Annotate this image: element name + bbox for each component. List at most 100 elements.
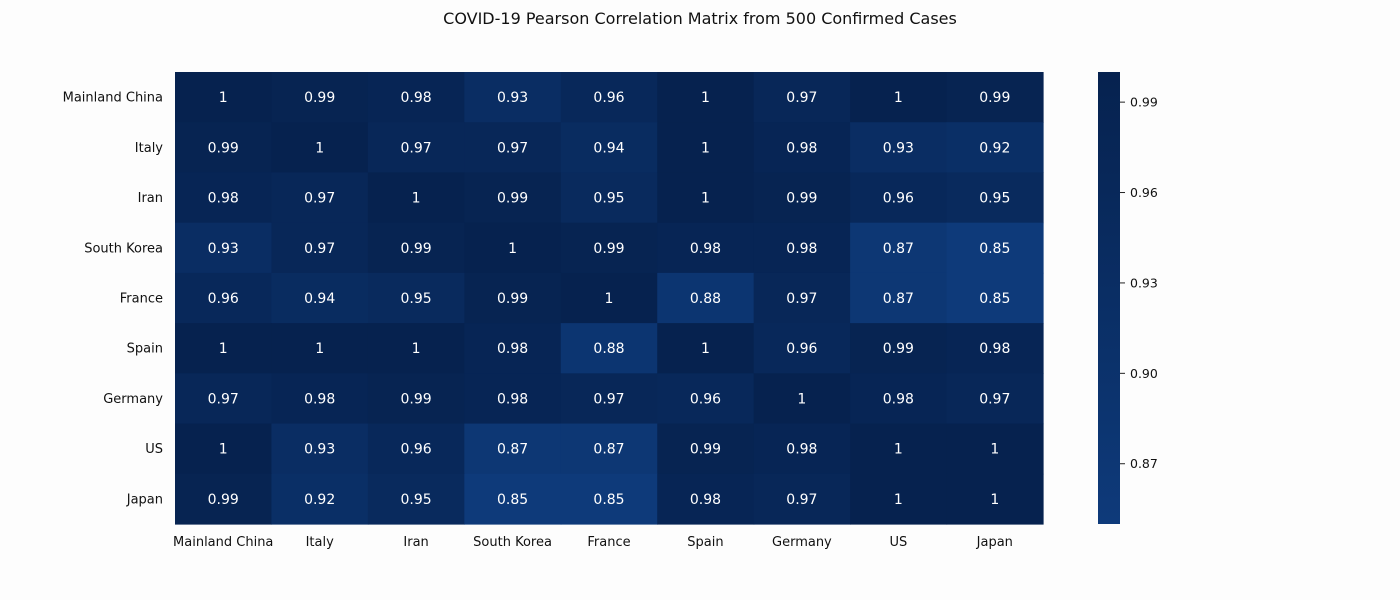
cell-value-label: 0.93 bbox=[304, 442, 335, 458]
cell-value-label: 0.98 bbox=[979, 341, 1010, 357]
heatmap-cell bbox=[464, 122, 562, 174]
heatmap-cell bbox=[850, 72, 948, 123]
cell-value-label: 1 bbox=[508, 241, 517, 257]
heatmap-cell bbox=[657, 373, 755, 425]
heatmap-cell bbox=[464, 172, 562, 224]
heatmap-cell bbox=[850, 473, 948, 525]
heatmap-cell bbox=[271, 222, 369, 274]
cell-value-label: 0.97 bbox=[593, 391, 624, 407]
heatmap-cell bbox=[753, 222, 851, 274]
heatmap-cell bbox=[657, 323, 755, 374]
cell-value-label: 1 bbox=[701, 90, 710, 106]
y-axis-tick-labels: Mainland China Italy Iran South Korea France… bbox=[63, 91, 164, 508]
cell-value-label: 0.97 bbox=[208, 391, 239, 407]
heatmap-cell bbox=[464, 373, 562, 425]
x-tick-label: Iran bbox=[403, 535, 428, 550]
heatmap-cell bbox=[560, 373, 658, 425]
colorbar-tick-label: 0.90 bbox=[1130, 366, 1158, 381]
cell-value-label: 1 bbox=[701, 140, 710, 156]
cell-value-label: 0.95 bbox=[979, 191, 1010, 207]
heatmap-cell bbox=[657, 423, 755, 475]
x-tick-label: Japan bbox=[976, 535, 1013, 550]
cell-value-label: 1 bbox=[315, 341, 324, 357]
heatmap-cell bbox=[367, 323, 465, 374]
cell-value-label: 0.98 bbox=[497, 391, 528, 407]
heatmap-cell bbox=[560, 272, 658, 324]
cell-value-label: 0.88 bbox=[690, 291, 721, 307]
heatmap-cell bbox=[560, 172, 658, 224]
heatmap-cell bbox=[175, 122, 273, 174]
heatmap-cell bbox=[850, 423, 948, 475]
heatmap-cell bbox=[464, 222, 562, 274]
heatmap-cell bbox=[946, 373, 1044, 425]
cell-value-label: 0.95 bbox=[401, 492, 432, 508]
cell-value-label: 0.99 bbox=[979, 90, 1010, 106]
heatmap-cell bbox=[464, 423, 562, 475]
cell-value-label: 1 bbox=[894, 492, 903, 508]
heatmap-cell bbox=[367, 272, 465, 324]
cell-value-label: 1 bbox=[894, 90, 903, 106]
cell-value-label: 0.99 bbox=[593, 241, 624, 257]
colorbar-tick-label: 0.93 bbox=[1130, 275, 1158, 290]
cell-value-label: 0.98 bbox=[304, 391, 335, 407]
heatmap-cell bbox=[367, 122, 465, 174]
heatmap-cell bbox=[175, 72, 273, 123]
heatmap-cell bbox=[175, 222, 273, 274]
heatmap-cell bbox=[464, 473, 562, 525]
cell-value-label: 0.98 bbox=[786, 442, 817, 458]
cell-value-label: 0.98 bbox=[401, 90, 432, 106]
heatmap-cell bbox=[367, 423, 465, 475]
heatmap-cell bbox=[946, 272, 1044, 324]
cell-value-label: 1 bbox=[701, 341, 710, 357]
heatmap-cell bbox=[560, 222, 658, 274]
heatmap-cell bbox=[271, 72, 369, 123]
cell-value-label: 1 bbox=[219, 90, 228, 106]
heatmap-cell bbox=[946, 172, 1044, 224]
cell-value-label: 0.87 bbox=[883, 241, 914, 257]
heatmap-cell bbox=[271, 272, 369, 324]
cell-value-label: 0.96 bbox=[401, 442, 432, 458]
cell-value-label: 0.98 bbox=[497, 341, 528, 357]
chart-title: COVID-19 Pearson Correlation Matrix from… bbox=[443, 9, 957, 28]
cell-value-label: 0.99 bbox=[883, 341, 914, 357]
cell-value-label: 1 bbox=[219, 442, 228, 458]
colorbar-tick-label: 0.96 bbox=[1130, 185, 1158, 200]
heatmap-cell bbox=[657, 272, 755, 324]
heatmap-cell bbox=[560, 423, 658, 475]
heatmap-cell bbox=[464, 323, 562, 374]
cell-value-label: 1 bbox=[605, 291, 614, 307]
heatmap-cell bbox=[175, 172, 273, 224]
cell-value-label: 0.85 bbox=[593, 492, 624, 508]
heatmap-cell bbox=[850, 373, 948, 425]
cell-value-label: 0.99 bbox=[208, 492, 239, 508]
cell-value-label: 0.85 bbox=[979, 241, 1010, 257]
y-tick-label: Japan bbox=[126, 492, 163, 507]
cell-value-label: 0.97 bbox=[304, 241, 335, 257]
cell-value-label: 0.93 bbox=[208, 241, 239, 257]
heatmap-cells bbox=[175, 72, 1044, 525]
heatmap-cell bbox=[560, 323, 658, 374]
x-axis-tick-labels: Mainland China Italy Iran South Korea France… bbox=[173, 535, 1013, 550]
cell-value-label: 0.99 bbox=[401, 391, 432, 407]
cell-value-label: 0.99 bbox=[208, 140, 239, 156]
heatmap-cell bbox=[946, 473, 1044, 525]
heatmap-cell bbox=[657, 473, 755, 525]
cell-value-label: 1 bbox=[219, 341, 228, 357]
heatmap-cell bbox=[271, 122, 369, 174]
colorbar-gradient bbox=[1098, 72, 1120, 524]
heatmap-cell bbox=[850, 172, 948, 224]
y-tick-label: Germany bbox=[103, 392, 163, 407]
cell-value-label: 0.96 bbox=[883, 191, 914, 207]
cell-value-label: 0.97 bbox=[979, 391, 1010, 407]
y-tick-label: South Korea bbox=[84, 241, 163, 256]
cell-value-label: 0.98 bbox=[690, 241, 721, 257]
cell-value-label: 0.85 bbox=[979, 291, 1010, 307]
x-tick-label: Spain bbox=[687, 535, 723, 550]
cell-value-label: 1 bbox=[990, 492, 999, 508]
heatmap-cell bbox=[753, 272, 851, 324]
y-tick-label: Spain bbox=[127, 342, 163, 357]
cell-value-label: 0.99 bbox=[304, 90, 335, 106]
cell-value-label: 0.99 bbox=[497, 191, 528, 207]
